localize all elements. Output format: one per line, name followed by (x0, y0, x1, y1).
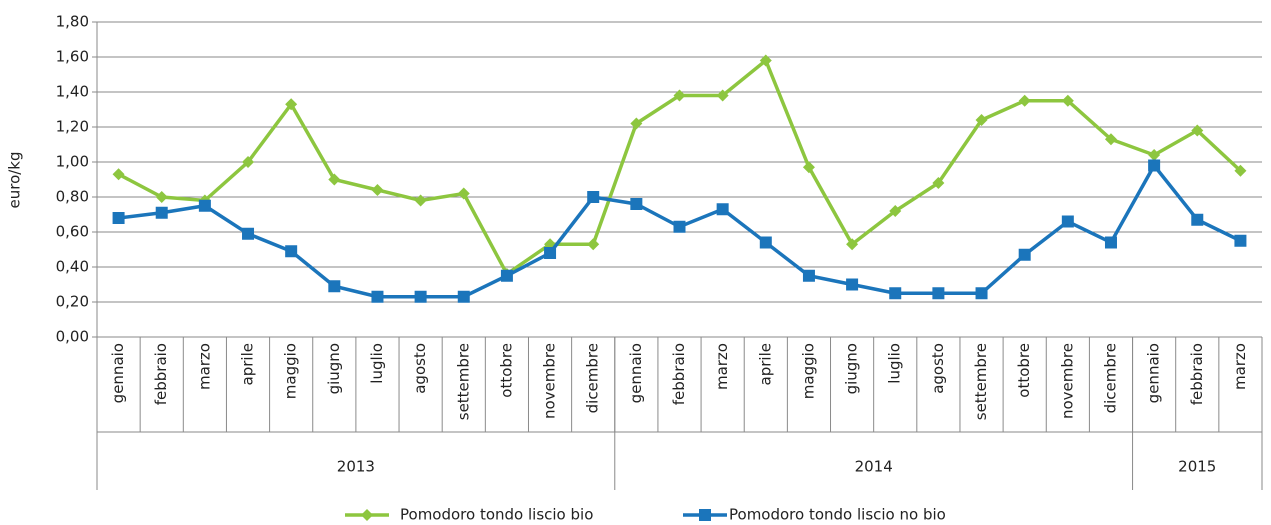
point (975, 287, 988, 300)
point (500, 269, 513, 282)
y-tick-label: 0,80 (56, 188, 89, 206)
point (1061, 94, 1074, 107)
point (112, 168, 125, 181)
point (457, 290, 470, 303)
x-tick-label: agosto (411, 343, 429, 394)
y-tick-label: 1,40 (56, 83, 89, 101)
point (328, 280, 341, 293)
x-tick-label: settembre (454, 343, 472, 420)
point (155, 191, 168, 203)
point (1148, 149, 1161, 161)
x-tick-label: giugno (325, 343, 343, 394)
point (759, 236, 772, 249)
point (1148, 159, 1161, 172)
x-tick-label: gennaio (1145, 343, 1163, 403)
legend-marker (699, 509, 711, 521)
point (630, 198, 643, 210)
x-tick-label: febbraio (1188, 343, 1206, 405)
point (1061, 215, 1074, 228)
x-tick-label: gennaio (627, 343, 645, 403)
y-tick-label: 0,20 (56, 293, 89, 311)
point (371, 184, 384, 196)
point (1018, 94, 1031, 107)
point (673, 220, 686, 233)
point (802, 161, 815, 174)
point (1191, 124, 1204, 137)
x-tick-label: aprile (756, 343, 774, 385)
point (932, 177, 945, 189)
point (846, 278, 859, 291)
point (457, 187, 470, 200)
point (587, 191, 600, 203)
x-tick-label: maggio (282, 343, 300, 399)
point (1234, 164, 1247, 177)
y-axis-label: euro/kg (6, 151, 24, 208)
point (1104, 133, 1117, 146)
point (673, 89, 686, 102)
point (846, 238, 859, 251)
x-tick-label: marzo (195, 343, 213, 390)
point (975, 114, 988, 126)
point (544, 247, 557, 259)
point (716, 89, 729, 102)
point (155, 206, 168, 219)
x-tick-label: dicembre (584, 343, 602, 413)
point (112, 212, 125, 224)
y-tick-label: 1,80 (56, 13, 89, 31)
point (285, 98, 298, 111)
point (1234, 234, 1247, 247)
group-label: 2014 (855, 458, 893, 476)
point (889, 287, 902, 300)
point (242, 156, 255, 168)
y-tick-label: 0,60 (56, 223, 89, 241)
x-tick-label: settembre (972, 343, 990, 420)
x-tick-label: gennaio (109, 343, 127, 403)
x-tick-label: marzo (1231, 343, 1249, 390)
y-tick-label: 1,00 (56, 153, 89, 171)
y-tick-label: 0,00 (56, 328, 89, 346)
point (889, 205, 902, 217)
point (1018, 248, 1031, 261)
point (198, 199, 211, 212)
x-tick-label: marzo (713, 343, 731, 390)
y-tick-label: 1,60 (56, 48, 89, 66)
point (285, 245, 298, 258)
y-tick-label: 0,40 (56, 258, 89, 276)
x-tick-label: maggio (799, 343, 817, 399)
x-tick-label: giugno (843, 343, 861, 394)
legend-label: Pomodoro tondo liscio bio (400, 506, 593, 524)
group-label: 2015 (1178, 458, 1216, 476)
point (716, 203, 729, 216)
x-tick-label: aprile (239, 343, 257, 385)
point (802, 269, 815, 282)
point (587, 238, 600, 251)
x-tick-label: novembre (1058, 343, 1076, 419)
point (630, 117, 643, 130)
point (414, 290, 427, 303)
point (328, 173, 341, 186)
y-tick-label: 1,20 (56, 118, 89, 136)
legend-label: Pomodoro tondo liscio no bio (729, 506, 946, 524)
point (1104, 236, 1117, 249)
point (1191, 213, 1204, 226)
x-tick-label: dicembre (1101, 343, 1119, 413)
point (371, 290, 384, 303)
group-label: 2013 (337, 458, 375, 476)
x-tick-label: luglio (886, 343, 904, 384)
x-tick-label: ottobre (497, 343, 515, 398)
x-tick-label: novembre (541, 343, 559, 419)
x-tick-label: ottobre (1015, 343, 1033, 398)
x-tick-label: agosto (929, 343, 947, 394)
x-tick-label: luglio (368, 343, 386, 384)
x-tick-label: febbraio (670, 343, 688, 405)
point (414, 194, 427, 207)
point (932, 287, 945, 300)
x-tick-label: febbraio (152, 343, 170, 405)
point (242, 227, 255, 240)
legend-marker (361, 509, 373, 521)
point (759, 54, 772, 67)
